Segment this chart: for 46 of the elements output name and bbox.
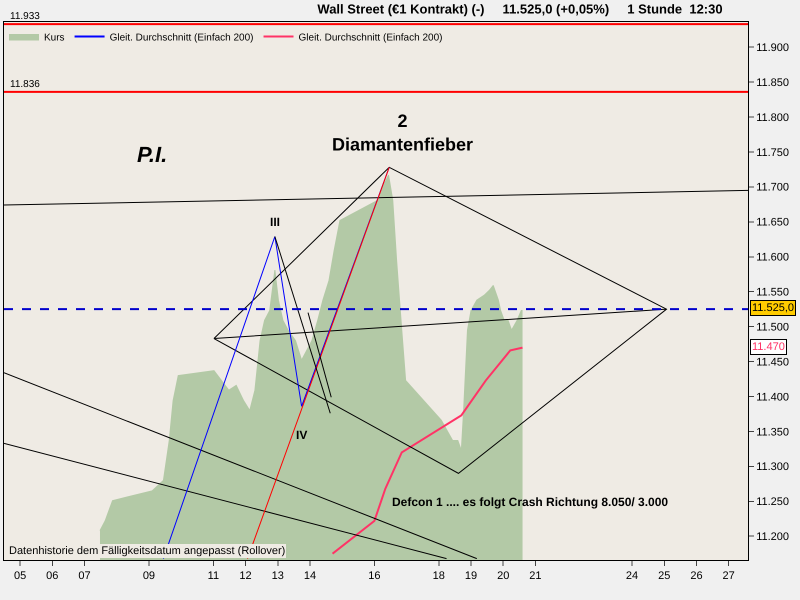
text: 11.470 <box>752 341 785 353</box>
y-tick-label: 11.500 <box>756 321 790 334</box>
ref-line-label: 11.836 <box>10 79 40 90</box>
y-tick-label: 11.850 <box>756 76 790 89</box>
annotation: P.I. <box>137 142 168 167</box>
x-tick-label: 16 <box>368 570 381 582</box>
text: 11.525,0 <box>752 302 794 314</box>
x-tick-label: 14 <box>304 570 316 582</box>
ref-line-label: 11.933 <box>10 11 40 22</box>
x-tick-label: 07 <box>78 570 91 582</box>
x-tick-label: 25 <box>658 570 670 582</box>
annotation: Datenhistorie dem Fälligkeitsdatum angepasst (Rollover) <box>9 545 286 557</box>
y-tick-label: 11.800 <box>756 112 790 124</box>
x-tick-label: 19 <box>464 570 478 582</box>
annotation: IV <box>296 428 308 442</box>
legend-label: Gleit. Durchschnitt (Einfach 200) <box>298 32 442 44</box>
y-tick-label: 11.750 <box>756 146 790 159</box>
y-tick-label: 11.600 <box>756 252 790 264</box>
x-tick-label: 21 <box>529 570 542 582</box>
y-tick-label: 11.700 <box>756 182 790 194</box>
legend-label: Kurs <box>44 32 65 44</box>
y-tick-label: 11.450 <box>756 356 790 368</box>
y-tick-label: 11.400 <box>756 391 790 404</box>
x-tick-label: 09 <box>142 570 156 582</box>
x-tick-label: 27 <box>722 570 735 582</box>
x-tick-label: 20 <box>497 570 510 582</box>
annotation: 2 Diamantenfieber <box>332 111 474 154</box>
y-tick-label: 11.900 <box>756 42 790 54</box>
y-tick-label: 11.650 <box>756 216 790 229</box>
y-tick-label: 11.250 <box>756 496 790 508</box>
x-tick-label: 13 <box>272 570 284 582</box>
x-tick-label: 05 <box>14 570 26 582</box>
x-tick-label: 06 <box>46 570 58 582</box>
x-tick-label: 11 <box>208 570 220 582</box>
x-tick-label: 18 <box>432 570 445 582</box>
x-tick-label: 24 <box>626 570 638 582</box>
y-tick-label: 11.350 <box>756 426 790 438</box>
annotation: III <box>270 215 280 229</box>
y-tick-label: 11.300 <box>756 461 790 474</box>
x-tick-label: 26 <box>690 570 703 582</box>
y-tick-label: 11.550 <box>756 286 790 299</box>
x-tick-label: 12 <box>239 570 252 582</box>
annotation: Defcon 1 .... es folgt Crash Richtung 8.050/ 3.000 <box>392 495 668 509</box>
chart-title: Wall Street (€1 Kontrakt) (-) 11.525,0 (+0,05%) 1 Stunde 12:30 <box>317 2 723 17</box>
legend-label: Gleit. Durchschnitt (Einfach 200) <box>110 32 254 44</box>
y-tick-label: 11.200 <box>756 531 790 544</box>
